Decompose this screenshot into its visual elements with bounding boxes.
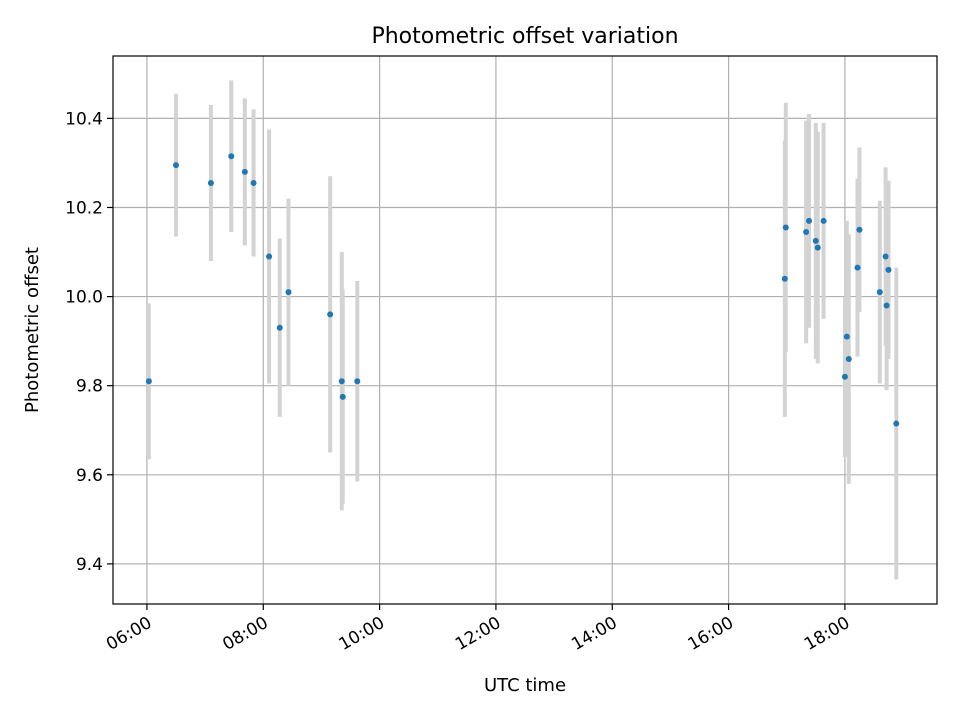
y-tick-label: 9.6 <box>76 466 103 486</box>
y-tick-label: 9.4 <box>76 555 103 575</box>
data-point <box>276 324 283 331</box>
data-point <box>781 275 788 282</box>
data-point <box>876 289 883 296</box>
data-point <box>338 378 345 385</box>
data-point <box>882 253 889 260</box>
data-point <box>883 302 890 309</box>
data-point <box>145 378 152 385</box>
y-tick-label: 10.2 <box>65 198 103 218</box>
data-point <box>893 420 900 427</box>
data-point <box>266 253 273 260</box>
data-point <box>856 226 863 233</box>
data-point <box>782 224 789 231</box>
data-point <box>228 153 235 160</box>
data-point <box>250 179 257 186</box>
data-point <box>812 237 819 244</box>
data-points <box>145 153 900 427</box>
data-point <box>327 311 334 318</box>
data-point <box>207 179 214 186</box>
data-point <box>285 289 292 296</box>
data-point <box>241 168 248 175</box>
data-point <box>841 373 848 380</box>
chart-title: Photometric offset variation <box>371 24 678 49</box>
data-point <box>354 378 361 385</box>
y-axis-label: Photometric offset <box>22 247 43 413</box>
data-point <box>803 228 810 235</box>
data-point <box>885 266 892 273</box>
data-point <box>173 162 180 169</box>
data-point <box>843 333 850 340</box>
data-point <box>806 217 813 224</box>
data-point <box>854 264 861 271</box>
data-point <box>339 393 346 400</box>
y-tick-label: 10.4 <box>65 109 103 129</box>
y-tick-label: 9.8 <box>76 377 103 397</box>
x-axis-label: UTC time <box>484 675 566 696</box>
data-point <box>845 355 852 362</box>
data-point <box>814 244 821 251</box>
plot-frame <box>112 55 938 605</box>
y-tick-label: 10.0 <box>65 288 103 308</box>
data-point <box>820 217 827 224</box>
y-axis-ticks: 9.4 9.6 9.8 10.0 10.2 10.4 <box>65 109 113 575</box>
grid-lines <box>113 56 937 604</box>
